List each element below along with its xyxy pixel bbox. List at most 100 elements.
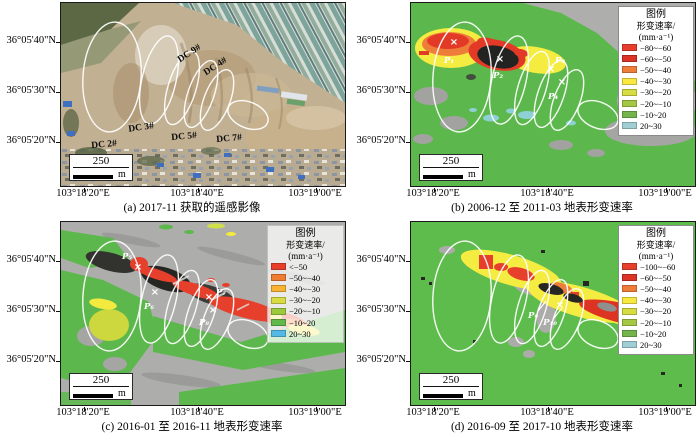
legend-item: −20~−10 bbox=[622, 317, 690, 328]
point-marker: × bbox=[209, 305, 217, 316]
scale-bar: 250 m bbox=[69, 154, 133, 181]
legend-item: 20~30 bbox=[622, 120, 690, 131]
point-label: P₇ bbox=[215, 288, 226, 298]
legend-c: 图例 形变速率/ (mm·a⁻¹) <−50 −50~−40 −40~−30 −… bbox=[267, 225, 344, 344]
legend-swatch bbox=[622, 55, 637, 63]
panel-c-caption: (c) 2016-01 至 2016-11 地表形变速率 bbox=[101, 421, 283, 433]
legend-swatch bbox=[622, 285, 637, 293]
legend-item: −30~−20 bbox=[622, 306, 690, 317]
legend-swatch bbox=[271, 263, 286, 271]
point-marker: × bbox=[151, 287, 159, 298]
legend-d: 图例 形变速率/ (mm·a⁻¹) −100~−60 −60~−50 −50~−… bbox=[618, 225, 694, 355]
uplift-patches-cyan bbox=[469, 108, 576, 126]
y-tick-label: 36°05'40"N bbox=[356, 254, 406, 265]
y-tick-label: 36°05'40"N bbox=[6, 254, 56, 265]
point-marker: × bbox=[547, 64, 555, 75]
y-tick-label: 36°05'20"N bbox=[356, 354, 406, 365]
x-tick-label: 103°18'40"E bbox=[170, 407, 224, 418]
x-tick-label: 103°19'00"E bbox=[288, 407, 342, 418]
scale-bar: 250 m bbox=[69, 373, 133, 400]
legend-item: <−50 bbox=[271, 261, 340, 272]
legend-item: −40~−30 bbox=[622, 295, 690, 306]
legend-item: −20~−10 bbox=[622, 98, 690, 109]
legend-swatch bbox=[622, 44, 637, 52]
moderate-deformation-patch bbox=[89, 223, 236, 341]
map-remote-sensing-image: DC 2# DC 3# DC 5# DC 7# DC 9# DC 4# 250 … bbox=[56, 2, 346, 192]
y-tick-label: 36°05'20"N bbox=[6, 354, 56, 365]
legend-item: −100~−60 bbox=[622, 261, 690, 272]
legend-swatch bbox=[622, 307, 637, 315]
legend-swatch bbox=[622, 296, 637, 304]
panel-b: 36°05'40"N 36°05'30"N 36°05'20"N bbox=[350, 0, 700, 219]
panel-c: 36°05'40"N 36°05'30"N 36°05'20"N bbox=[0, 219, 350, 438]
y-tick-label: 36°05'20"N bbox=[6, 135, 56, 146]
legend-swatch bbox=[622, 66, 637, 74]
x-tick-label: 103°18'40"E bbox=[520, 188, 574, 199]
x-tick-label: 103°19'00"E bbox=[288, 188, 342, 199]
legend-title: 图例 bbox=[646, 9, 666, 20]
legend-swatch bbox=[622, 319, 637, 327]
legend-swatch bbox=[622, 341, 637, 349]
legend-swatch bbox=[271, 274, 286, 282]
point-leader-line bbox=[553, 307, 563, 319]
legend-swatch bbox=[622, 274, 637, 282]
legend-item: −60~−50 bbox=[622, 53, 690, 64]
x-tick-label: 103°18'20"E bbox=[406, 407, 460, 418]
dc-label: DC 5# bbox=[171, 131, 198, 143]
x-tick-label: 103°19'00"E bbox=[638, 188, 692, 199]
point-label: P₁ bbox=[443, 56, 454, 66]
dc-label: DC 3# bbox=[128, 121, 155, 134]
x-tick-label: 103°18'40"E bbox=[520, 407, 574, 418]
map-deformation-2006-2011: × × × × P₁ P₂ P₃ P₄ 图例 形变速率/ (mm·a⁻¹) −8… bbox=[406, 2, 696, 192]
greenhouses bbox=[256, 85, 308, 107]
point-marker: × bbox=[558, 77, 566, 88]
legend-swatch bbox=[271, 319, 286, 327]
legend-item: −30~−20 bbox=[622, 87, 690, 98]
legend-subtitle: 形变速率/ bbox=[636, 21, 676, 31]
legend-swatch bbox=[622, 330, 637, 338]
x-tick-label: 103°18'40"E bbox=[170, 188, 224, 199]
map-deformation-2016-2017: × P₉ P₁₀ 图例 形变速率/ (mm·a⁻¹) −100~−60 −60~… bbox=[406, 221, 696, 411]
point-label: P₉ bbox=[527, 311, 538, 321]
legend-item: −50~−40 bbox=[271, 272, 340, 283]
legend-title: 图例 bbox=[646, 228, 666, 239]
scale-bar-unit: m bbox=[118, 169, 126, 180]
scale-bar-rule bbox=[73, 175, 113, 179]
legend-title: 图例 bbox=[295, 228, 316, 239]
legend-item: −50~−40 bbox=[622, 64, 690, 75]
legend-item: −10~20 bbox=[271, 317, 340, 328]
legend-item: −20~−10 bbox=[271, 306, 340, 317]
legend-unit: (mm·a⁻¹) bbox=[638, 31, 674, 42]
scale-bar: 250 m bbox=[419, 373, 483, 400]
point-marker: × bbox=[496, 54, 504, 65]
legend-swatch bbox=[271, 296, 286, 304]
y-tick-label: 36°05'30"N bbox=[356, 85, 406, 96]
scale-bar-value: 250 bbox=[73, 155, 129, 168]
panel-b-caption: (b) 2006-12 至 2011-03 地表形变速率 bbox=[451, 202, 633, 214]
x-tick-label: 103°18'20"E bbox=[56, 407, 110, 418]
point-label: P₄ bbox=[547, 92, 558, 102]
legend-b: 图例 形变速率/ (mm·a⁻¹) −80~−60 −60~−50 −50~−4… bbox=[618, 6, 694, 136]
legend-item: 20~30 bbox=[622, 339, 690, 350]
legend-item: −80~−60 bbox=[622, 42, 690, 53]
point-label: P₁₀ bbox=[542, 318, 557, 328]
panel-d: 36°05'40"N 36°05'30"N 36°05'20"N bbox=[350, 219, 700, 438]
legend-subtitle: 形变速率/ bbox=[286, 240, 325, 250]
point-leader-line bbox=[537, 300, 547, 312]
legend-item: 20~30 bbox=[271, 328, 340, 339]
legend-swatch bbox=[622, 77, 637, 85]
legend-swatch bbox=[622, 122, 637, 130]
point-label: P₈ bbox=[198, 318, 209, 328]
x-tick-label: 103°18'20"E bbox=[406, 188, 460, 199]
point-marker: × bbox=[450, 37, 458, 48]
legend-swatch bbox=[622, 100, 637, 108]
x-tick-label: 103°18'20"E bbox=[56, 188, 110, 199]
legend-swatch bbox=[622, 88, 637, 96]
legend-swatch bbox=[271, 307, 286, 315]
point-marker: × bbox=[134, 262, 142, 273]
legend-unit: (mm·a⁻¹) bbox=[638, 250, 674, 261]
legend-item: −10~20 bbox=[622, 109, 690, 120]
y-tick-label: 36°05'30"N bbox=[6, 85, 56, 96]
legend-swatch bbox=[622, 111, 637, 119]
